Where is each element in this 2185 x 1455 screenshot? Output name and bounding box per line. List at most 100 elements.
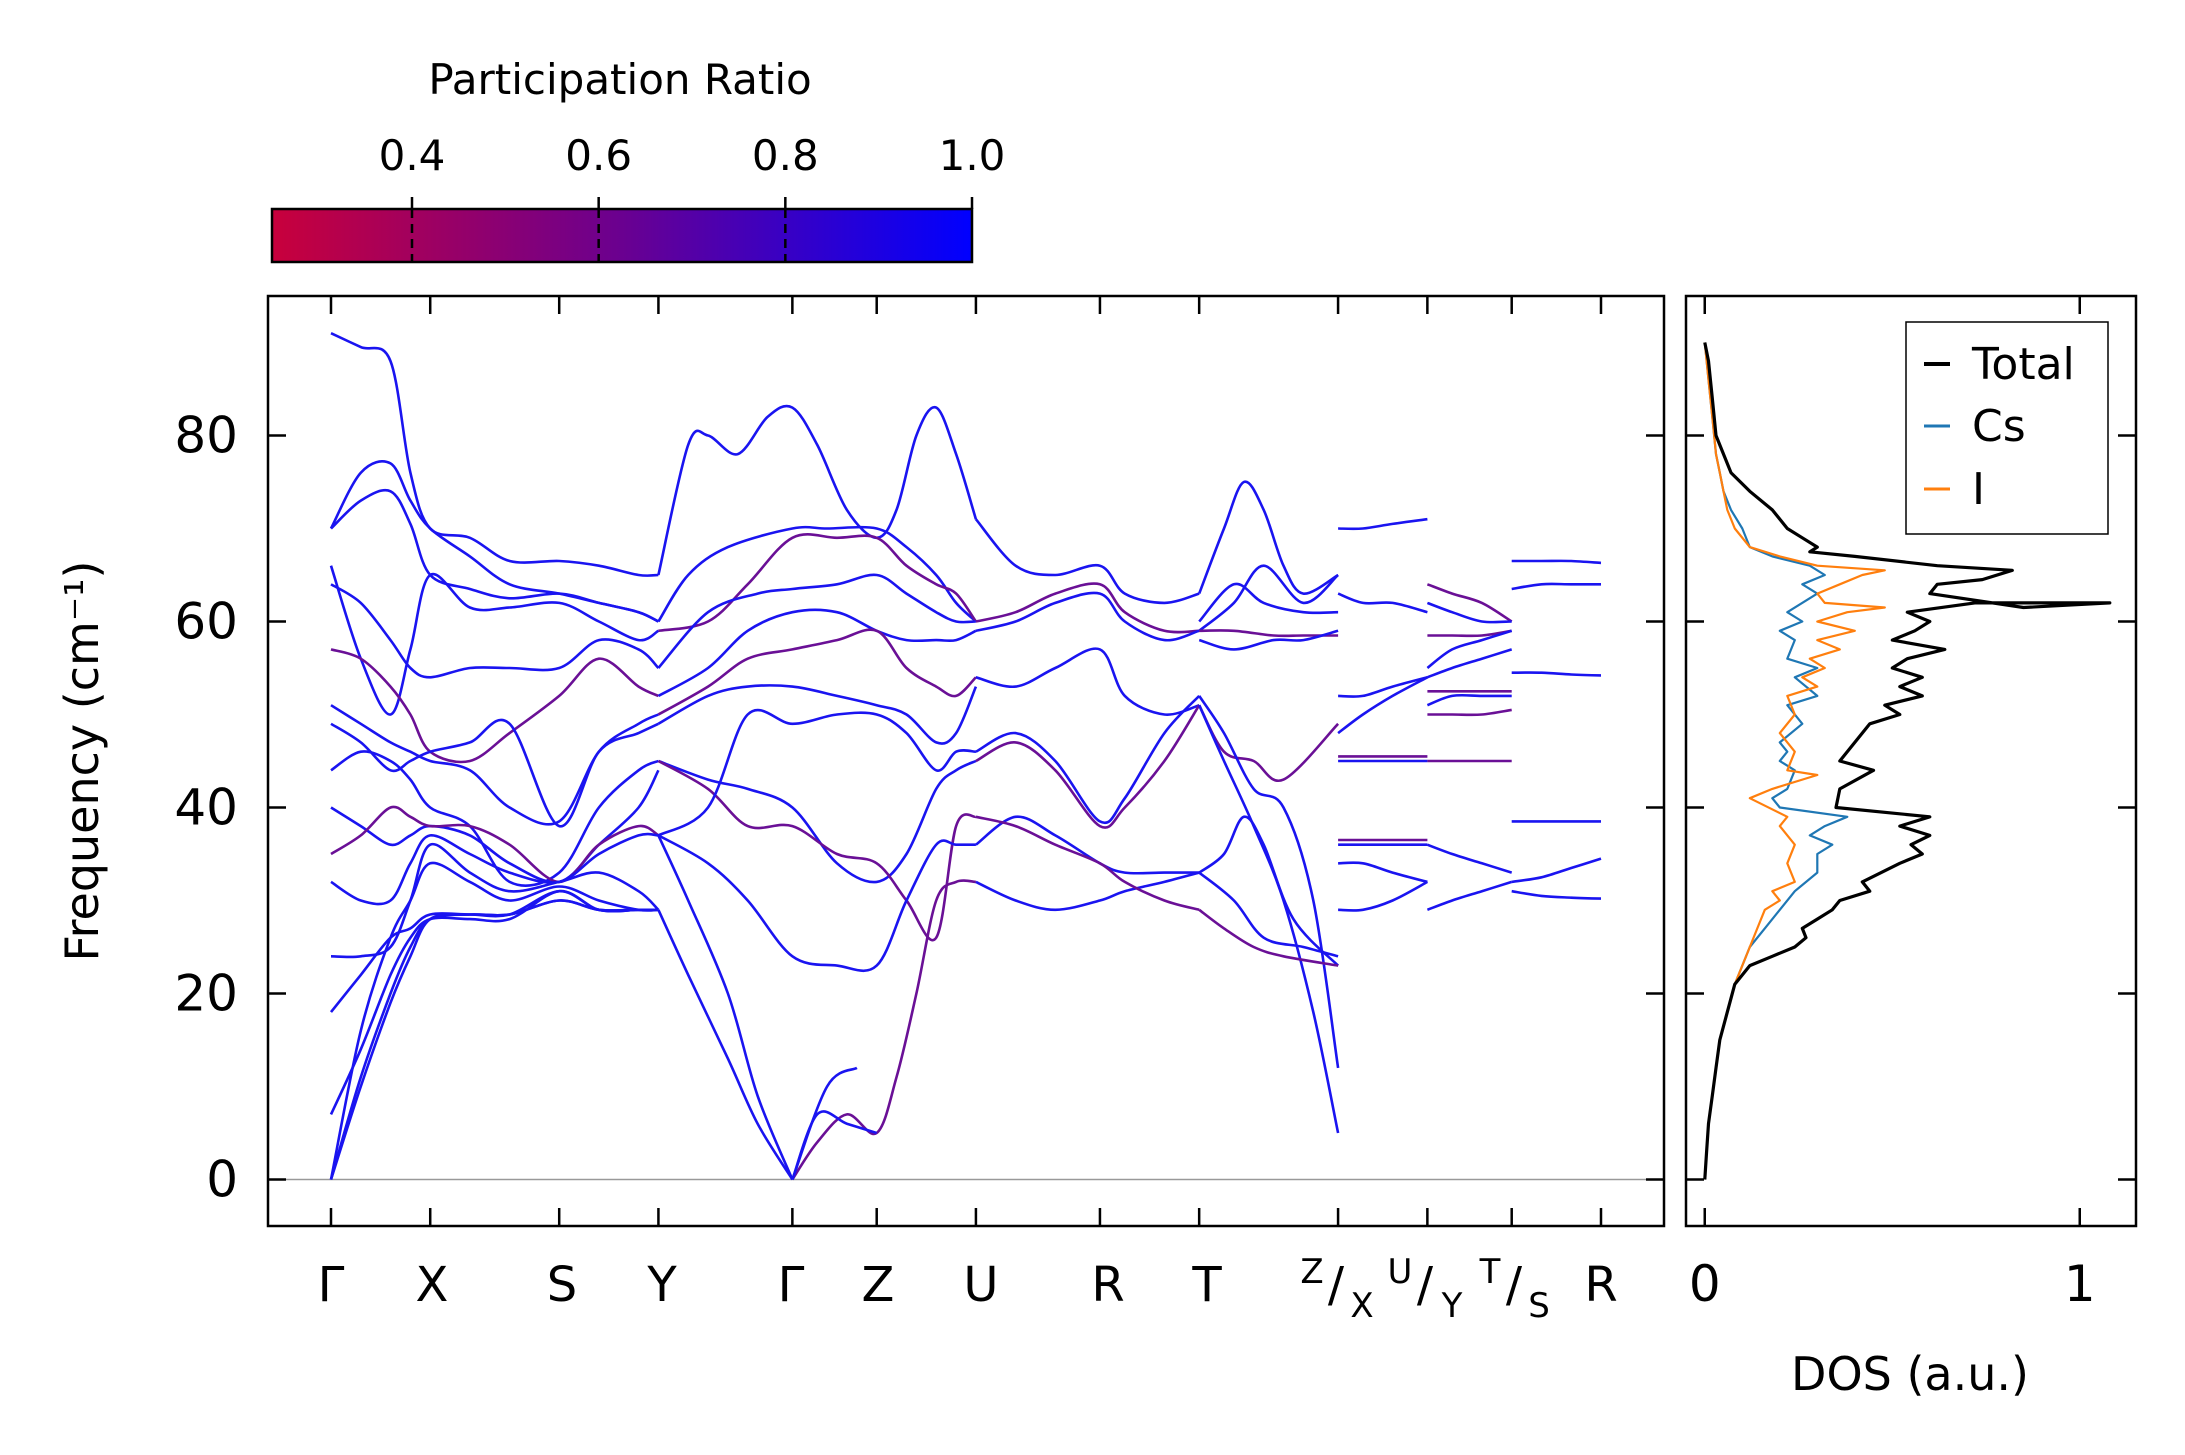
kpoint-label-s: S — [547, 1257, 577, 1313]
band-y-axis-label: Frequency (cm⁻¹) — [55, 561, 109, 962]
kpoint-label-z-x-bottom: X — [1350, 1286, 1373, 1326]
band-y-tick-label: 60 — [174, 593, 238, 651]
phonon-branch — [329, 460, 659, 623]
phonon-branch — [975, 871, 1200, 912]
phonon-branch — [1338, 861, 1428, 884]
phonon-branch — [657, 759, 977, 884]
phonon-branch — [1511, 857, 1602, 884]
colorbar-title: Participation Ratio — [428, 55, 811, 104]
phonon-branch — [1426, 880, 1513, 912]
kpoint-label-t-s: T / S — [1479, 1252, 1550, 1326]
phonon-branch — [1338, 517, 1428, 531]
phonon-branch — [1426, 648, 1513, 679]
band-y-tick-label: 40 — [174, 779, 238, 837]
dos-axes-frame — [1684, 294, 2138, 1228]
phonon-branch — [791, 1066, 858, 1180]
kpoint-label-r: R — [1091, 1257, 1124, 1313]
kpoint-label-z-x: Z / X — [1300, 1252, 1373, 1326]
phonon-branch — [975, 647, 1200, 716]
phonon-branch — [791, 879, 976, 1181]
colorbar-tick-label: 0.8 — [752, 131, 819, 180]
phonon-branch — [330, 583, 660, 679]
band-y-axis: 0 20 40 60 80 — [174, 407, 1664, 1209]
phonon-branch — [975, 695, 1201, 825]
legend-label-cs: Cs — [1972, 401, 2026, 452]
phonon-branch — [330, 832, 659, 906]
legend-label-total: Total — [1971, 339, 2075, 390]
phonon-branch — [1427, 629, 1512, 638]
phonon-branch — [1198, 582, 1339, 623]
phonon-branch — [330, 842, 660, 959]
band-lines — [268, 332, 1664, 1181]
dos-lines — [1703, 342, 2112, 1180]
phonon-branch — [1426, 583, 1513, 623]
kpoint-label-u-y: U / Y — [1388, 1252, 1463, 1326]
dos-series-i — [1703, 342, 1886, 1180]
phonon-branch — [1426, 843, 1513, 874]
colorbar-tick-label: 0.6 — [565, 131, 632, 180]
phonon-branch — [657, 708, 976, 837]
phonon-branch — [657, 684, 978, 745]
phonon-branch — [330, 488, 659, 623]
phonon-branch — [330, 648, 659, 764]
kpoint-label-r: R — [1584, 1257, 1617, 1313]
kpoint-label-gamma: Γ — [318, 1257, 345, 1313]
kpoint-label-gamma: Γ — [778, 1257, 805, 1313]
legend-box — [1905, 321, 2109, 535]
phonon-branch — [1198, 908, 1339, 967]
phonon-branch — [330, 704, 659, 826]
kpoint-label-x: X — [416, 1257, 449, 1313]
phonon-branch — [1511, 559, 1602, 565]
phonon-branch — [1198, 695, 1340, 1069]
band-y-tick-label: 80 — [174, 407, 238, 465]
colorbar-tick-label: 0.4 — [379, 131, 446, 180]
phonon-branch — [330, 805, 660, 884]
phonon-branch — [330, 769, 660, 884]
phonon-branch — [1426, 629, 1513, 670]
band-y-tick-label: 20 — [174, 965, 238, 1023]
phonon-branch — [1427, 708, 1512, 717]
phonon-branch — [657, 834, 976, 973]
kpoint-label-u: U — [963, 1257, 998, 1313]
phonon-branch — [329, 889, 659, 1115]
phonon-branch — [1198, 629, 1339, 651]
phonon-branch — [330, 718, 659, 828]
phonon-branch — [657, 834, 794, 1180]
phonon-branch — [657, 628, 977, 716]
dos-series-total — [1703, 342, 2112, 1180]
phonon-branch — [657, 608, 977, 698]
phonon-branch — [1198, 815, 1340, 967]
phonon-branch — [1337, 592, 1428, 614]
kpoint-label-y: Y — [646, 1257, 677, 1313]
band-axes-frame — [266, 294, 1666, 1228]
phonon-branch — [1197, 480, 1339, 595]
phonon-branch — [1338, 880, 1429, 912]
band-structure-panel: 0 20 40 60 80 Frequency (cm⁻¹) Γ X S Y Γ Z U… — [55, 294, 1666, 1326]
phonon-branch — [1198, 871, 1339, 958]
kpoint-label-t-s-slash: / — [1506, 1257, 1523, 1313]
phonon-branch — [658, 533, 977, 633]
kpoint-label-t-s-bottom: S — [1528, 1286, 1550, 1326]
phonon-branch — [975, 591, 1200, 642]
phonon-branch — [1199, 629, 1339, 638]
phonon-branch — [975, 582, 1200, 634]
kpoint-label-u-y-top: U — [1388, 1252, 1413, 1292]
phonon-branch — [329, 899, 659, 1180]
kpoint-label-t-s-top: T — [1479, 1252, 1501, 1292]
band-y-tick-label: 0 — [206, 1151, 238, 1209]
phonon-branch — [975, 704, 1201, 829]
dos-series-cs — [1703, 342, 1849, 1180]
phonon-branch — [657, 404, 978, 576]
phonon-branch — [1338, 676, 1428, 698]
band-x-axis — [329, 296, 1603, 1226]
dos-x-axis-label: DOS (a.u.) — [1791, 1347, 2029, 1401]
phonon-branch — [1198, 564, 1339, 632]
phonon-branch — [1426, 601, 1512, 624]
colorbar-ticks: 0.4 0.6 0.8 1.0 — [379, 131, 1005, 262]
colorbar-bar — [270, 207, 974, 264]
kpoint-label-u-y-slash: / — [1417, 1257, 1434, 1313]
colorbar: Participation Ratio 0.4 0.6 0.8 1.0 — [270, 55, 1005, 264]
phonon-branch — [1511, 671, 1602, 677]
